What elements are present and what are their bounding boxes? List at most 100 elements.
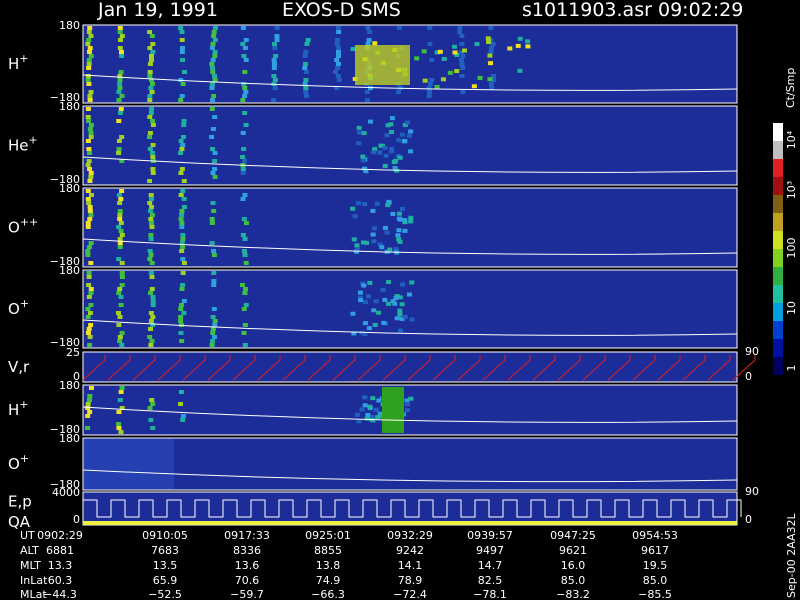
y-tick-label: 0 [73,513,80,526]
spectrogram-cell [86,50,92,54]
spectrogram-cell [88,175,94,179]
colorbar-cell [773,213,783,231]
row-label: UT [20,529,35,542]
spectrogram-cell [87,26,93,30]
spectrogram-cell [357,130,363,135]
spectrogram-cell [334,38,340,42]
spectrogram-cell [387,247,393,252]
spectrogram-cell [87,410,93,414]
y-tick-label: 0 [73,370,80,383]
spectrogram-cell [119,331,125,335]
spectrogram-cell [471,84,477,89]
spectrogram-cell [147,46,153,50]
spectrogram-cell [209,221,215,225]
spectrogram-cell [335,62,341,66]
spectrogram-cell [147,74,153,78]
label-sup: + [29,134,38,147]
spectrogram-cell [376,398,382,403]
spectrogram-cell [404,398,410,403]
spectrogram-cell [371,308,377,313]
spectrogram-cell [148,237,154,241]
spectrogram-cell [179,58,185,62]
spectrogram-cell [487,77,493,82]
spectrogram-cell [242,159,248,163]
spectrogram-cell [366,38,372,42]
spectrogram-cell [149,151,155,155]
y-tick-label: 180 [59,432,80,445]
spectrogram-cell [474,42,480,47]
spectrogram-cell [488,46,494,50]
spectrogram-cell [86,159,92,163]
cell: 9621 [559,544,587,557]
y-tick-label: 180 [59,182,80,195]
spectrogram-cell [85,197,91,201]
spectrogram-cell [389,146,395,151]
spectrogram-cell [353,249,359,254]
spectrogram-cell [117,82,123,86]
row-label: MLT [20,559,41,572]
spectrogram-cell [209,107,215,111]
spectrogram-cell [243,303,249,307]
spectrogram-cell [240,98,246,102]
cell: −59.7 [230,588,264,600]
spectrogram-cell [400,282,406,287]
spectrogram-cell [209,217,215,221]
row-label: MLat [20,588,47,600]
spectrogram-cell [409,317,415,322]
spectrogram-cell [86,275,92,279]
cell: 0902:29 [37,529,83,542]
spectrogram-cell [148,209,154,213]
spectrogram-cell [303,86,309,90]
spectrogram-cell [148,319,154,323]
spectrogram-cell [85,74,91,78]
spectrogram-cell [116,119,122,123]
spectrogram-cell [362,300,368,305]
spectrogram-cell [240,26,246,30]
spectrogram-cell [271,42,277,46]
spectrogram-cell [211,34,217,38]
y-tick-label: −180 [50,478,80,491]
spectrogram-cell [117,398,123,402]
spectrogram-cell [397,295,403,300]
spectrogram-cell [211,30,217,34]
colorbar-unit: Ct/Smp [784,68,797,108]
spectrogram-cell [118,197,124,201]
spectrogram-cell [357,290,363,295]
spectrogram-cell [180,135,186,139]
spectrogram-cell [179,213,185,217]
spectrogram-cell [117,237,123,241]
spectrogram-cell [87,151,93,155]
spectrogram-cell [377,411,383,416]
spectrogram-cell [388,129,394,134]
trace-line [82,74,738,91]
spectrogram-cell [334,66,340,70]
cell: −85.5 [638,588,672,600]
spectrogram-cell [273,54,279,58]
spectrogram-cell [147,131,153,135]
spectrogram-cell [452,50,458,55]
spectrogram-cell [147,201,153,205]
spectrogram-cell [212,167,218,171]
spectrogram-cell [87,94,93,98]
spectrogram-cell [304,70,310,74]
spectrogram-cell [88,193,94,197]
spectrogram-cell [426,94,432,98]
spectrogram-cell [367,280,373,285]
spectrogram-cell [272,86,278,90]
colorbar-cell [773,177,783,195]
colorbar-cell [773,339,783,357]
spectrogram-cell [85,42,91,46]
spectrogram-cell [181,179,187,183]
spectrogram-cell [178,217,184,221]
spectrogram-cell [88,303,94,307]
cell: 82.5 [478,574,503,587]
cell: 9617 [641,544,669,557]
spectrogram-cell [212,319,218,323]
y-tick-label: −180 [50,255,80,268]
spectrogram-cell [362,395,368,400]
spectrogram-cell [408,129,414,134]
spectrogram-cell [397,239,403,244]
spectrogram-cell [370,232,376,237]
cell: 70.6 [235,574,260,587]
spectrogram-cell [119,233,125,237]
